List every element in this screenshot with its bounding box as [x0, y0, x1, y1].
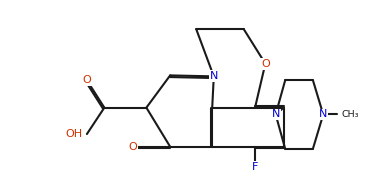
Text: O: O [82, 75, 91, 85]
Text: O: O [128, 142, 137, 152]
Text: N: N [210, 71, 218, 81]
Text: N: N [271, 110, 280, 120]
Text: N: N [319, 110, 328, 120]
Text: CH₃: CH₃ [341, 110, 359, 119]
Text: F: F [252, 162, 258, 172]
Text: O: O [261, 59, 270, 69]
Text: OH: OH [65, 129, 82, 139]
